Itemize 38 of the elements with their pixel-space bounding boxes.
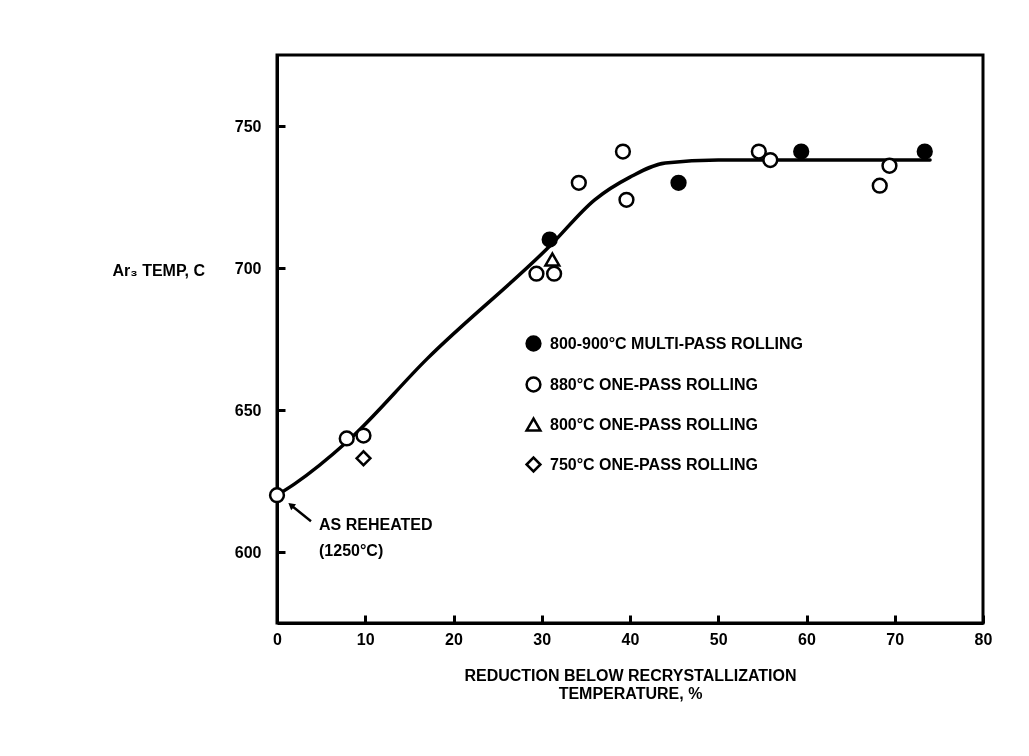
legend-label: 880°C ONE-PASS ROLLING	[550, 375, 758, 393]
y-tick-label: 750	[234, 117, 262, 135]
point	[670, 174, 687, 191]
point	[338, 430, 355, 447]
point	[544, 252, 561, 267]
x-tick-label: 80	[974, 630, 993, 648]
x-tick-label: 50	[709, 630, 728, 648]
point	[528, 265, 545, 282]
x-tick-label: 0	[273, 630, 283, 648]
point	[881, 157, 898, 174]
y-tick-label: 700	[234, 259, 262, 277]
point	[355, 450, 372, 467]
x-axis-title: REDUCTION BELOW RECRYSTALLIZATION TEMPERATURE, %	[464, 666, 797, 702]
point	[268, 487, 286, 504]
point	[541, 231, 558, 248]
legend-label: 800-900°C MULTI-PASS ROLLING	[550, 334, 803, 352]
y-axis-title: Ar₃ TEMP, C	[112, 261, 206, 279]
y-tick-label: 600	[234, 543, 262, 561]
x-tick-label: 60	[798, 630, 816, 648]
y-tick-label: 650	[234, 401, 262, 419]
legend-label: 800°C ONE-PASS ROLLING	[550, 415, 758, 433]
point	[871, 177, 888, 194]
point	[916, 143, 933, 160]
x-tick-label: 20	[445, 630, 463, 648]
x-tick-label: 30	[533, 630, 552, 648]
point	[614, 143, 632, 160]
point	[545, 265, 563, 282]
x-tick-label: 70	[886, 630, 905, 648]
point	[618, 191, 635, 208]
point	[750, 143, 767, 160]
point	[793, 143, 810, 160]
x-tick-label: 40	[621, 630, 640, 648]
point	[762, 151, 779, 169]
point	[570, 174, 587, 191]
annotation: AS REHEATED (1250°C)	[319, 516, 433, 560]
x-tick-label: 10	[356, 630, 375, 648]
legend-label: 750°C ONE-PASS ROLLING	[550, 455, 758, 473]
point	[355, 427, 372, 444]
